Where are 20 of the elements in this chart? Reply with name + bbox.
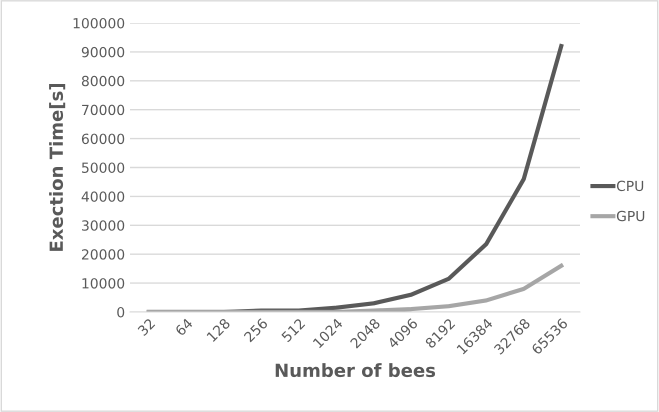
x-tick-label: 512 [280,318,306,342]
y-tick-label: 40000 [82,191,124,202]
y-tick-label: 30000 [82,220,124,231]
y-tick-label: 0 [117,306,124,318]
x-tick-label: 128 [206,318,231,342]
x-tick-label: 32 [137,318,156,336]
y-tick-label: 100000 [74,18,124,28]
line-series [146,264,564,312]
x-axis-title: Number of bees [276,363,436,378]
y-tick-label: 50000 [82,162,124,173]
legend-label: CPU [616,180,644,192]
y-axis-title: Exection Time[s] [49,84,66,251]
y-tick-label: 90000 [82,46,124,58]
y-tick-label: 70000 [82,104,124,116]
legend-label: GPU [616,210,644,222]
y-tick-label: 10000 [82,278,124,289]
y-tick-label: 60000 [82,134,124,144]
y-tick-label: 80000 [82,76,124,86]
y-tick-label: 20000 [82,249,124,260]
x-tick-label: 64 [174,318,194,336]
